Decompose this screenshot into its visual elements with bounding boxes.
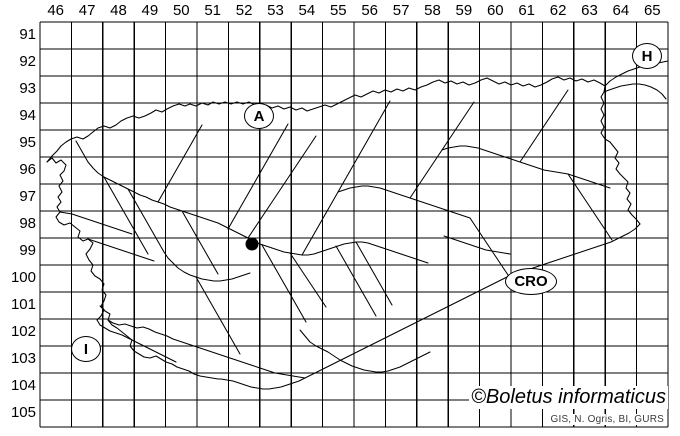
region-badge-label: H — [641, 47, 653, 65]
column-label: 60 — [486, 2, 504, 19]
region-badge-label: CRO — [514, 273, 548, 290]
column-label: 51 — [204, 2, 222, 19]
row-label: 92 — [19, 52, 36, 70]
row-label: 102 — [10, 322, 36, 340]
row-label: 105 — [10, 403, 36, 421]
row-label: 93 — [19, 79, 36, 97]
row-label: 98 — [19, 214, 36, 232]
column-label: 58 — [424, 2, 441, 19]
column-label: 61 — [518, 2, 536, 19]
grid-lines — [39, 21, 669, 428]
row-label: 99 — [19, 241, 36, 259]
region-badge-austria: A — [244, 103, 274, 129]
row-label: 103 — [10, 349, 36, 367]
row-label: 95 — [19, 133, 36, 151]
column-label: 46 — [47, 2, 65, 19]
row-label: 101 — [10, 295, 36, 313]
row-label: 94 — [19, 106, 36, 124]
row-label: 100 — [10, 268, 36, 286]
region-badge-croatia: CRO — [505, 268, 557, 295]
region-badge-italy: I — [71, 336, 101, 362]
occurrence-point — [245, 237, 259, 251]
data-source-credits: GIS, N. Ogris, BI, GURS — [548, 414, 666, 425]
column-label: 49 — [141, 2, 159, 19]
column-label: 50 — [172, 2, 190, 19]
region-badge-label: A — [253, 107, 265, 125]
column-label: 54 — [298, 2, 316, 19]
column-label: 53 — [267, 2, 284, 19]
row-label: 97 — [19, 187, 36, 205]
row-label: 91 — [19, 25, 36, 43]
column-label: 48 — [110, 2, 127, 19]
column-label: 65 — [643, 2, 661, 19]
column-label: 55 — [329, 2, 347, 19]
column-label: 62 — [549, 2, 567, 19]
column-label: 52 — [235, 2, 253, 19]
row-label: 104 — [10, 376, 36, 394]
copyright-notice: ©Boletus informaticus — [469, 386, 668, 409]
column-label: 64 — [612, 2, 630, 19]
region-badge-label: I — [83, 340, 89, 358]
row-label: 96 — [19, 160, 36, 178]
occurrence-markers — [245, 237, 259, 251]
column-label: 59 — [455, 2, 473, 19]
column-label: 56 — [361, 2, 379, 19]
column-label: 47 — [78, 2, 96, 19]
geographic-features — [46, 60, 669, 390]
column-label: 63 — [581, 2, 598, 19]
region-badge-hungary: H — [632, 43, 662, 69]
column-label: 57 — [392, 2, 410, 19]
